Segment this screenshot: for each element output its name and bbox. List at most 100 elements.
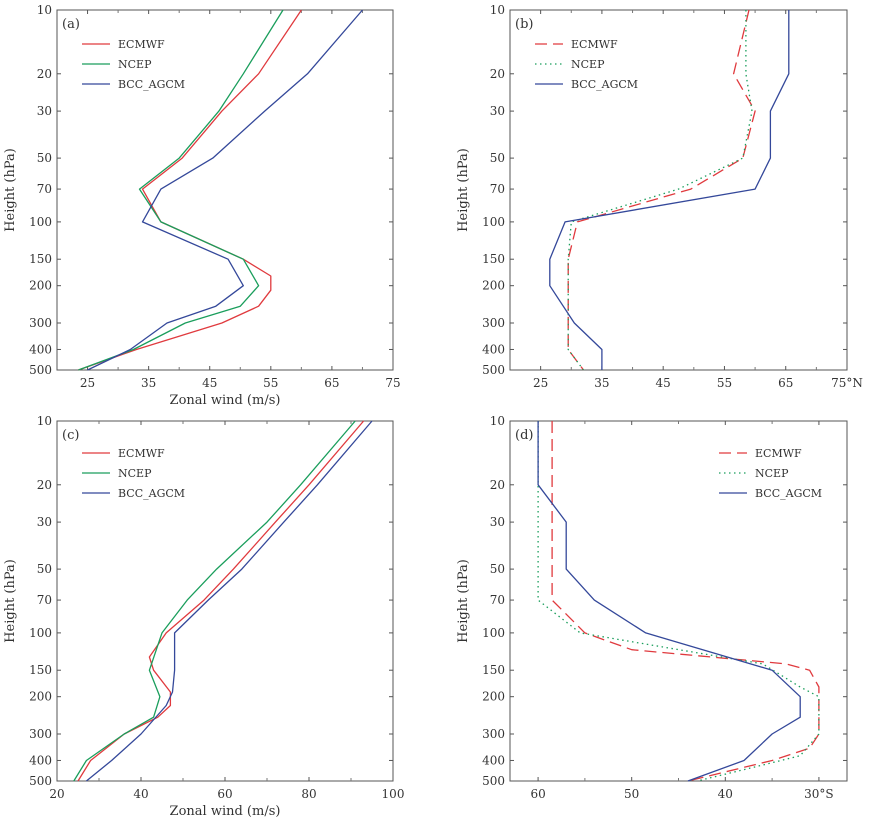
y-axis-title: Height (hPa) [456, 148, 471, 232]
y-tick-label: 30 [37, 104, 52, 118]
y-tick-label: 300 [29, 727, 52, 741]
panel-b: 10 20 30 50 70 100 150 200 300 400 500 25 35 45 55 65 75… [456, 3, 863, 390]
series-line-ecmwf [567, 9, 756, 371]
y-tick-label: 200 [29, 690, 52, 704]
x-tick-label: 30°S [804, 787, 834, 801]
legend-label: BCC_AGCM [571, 78, 638, 91]
x-tick-label: 20 [49, 787, 64, 801]
x-tick-label: 75°N [831, 376, 863, 390]
x-tick-label: 60 [530, 787, 545, 801]
y-tick-label: 500 [482, 363, 505, 377]
legend-label: BCC_AGCM [118, 78, 185, 91]
x-tick-label: 40 [133, 787, 148, 801]
series-line-ncep [78, 9, 284, 371]
y-tick-label: 500 [29, 774, 52, 788]
y-tick-label: 70 [490, 182, 505, 196]
x-tick-label: 65 [324, 376, 339, 390]
y-tick-label: 100 [482, 626, 505, 640]
y-tick-label: 500 [482, 774, 505, 788]
y-tick-label: 150 [482, 252, 505, 266]
legend-label: ECMWF [118, 447, 165, 460]
x-tick-label: 50 [624, 787, 639, 801]
series-line-ecmwf [551, 421, 820, 782]
y-tick-label: 30 [490, 515, 505, 529]
x-tick-label: 25 [533, 376, 548, 390]
x-tick-label: 100 [382, 787, 405, 801]
panel-d: 10 20 30 50 70 100 150 200 300 400 500 60 50 40 30°S He… [456, 414, 848, 801]
panel-label: (c) [62, 428, 79, 443]
series-line-bcc-agcm [549, 10, 790, 370]
panel-label: (d) [515, 428, 533, 443]
y-tick-label: 70 [37, 593, 52, 607]
y-axis-title: Height (hPa) [3, 148, 18, 232]
x-tick-label: 55 [717, 376, 732, 390]
y-axis-title: Height (hPa) [3, 559, 18, 643]
y-tick-label: 70 [490, 593, 505, 607]
x-tick-label: 65 [778, 376, 793, 390]
y-tick-label: 20 [37, 67, 52, 81]
legend: ECMWF NCEP BCC_AGCM [535, 38, 638, 91]
plot-frame [56, 9, 394, 371]
plot-frame [509, 9, 848, 371]
y-tick-label: 500 [29, 363, 52, 377]
y-tick-label: 50 [490, 151, 505, 165]
legend-label: BCC_AGCM [755, 487, 822, 500]
series-line-ecmwf [78, 9, 302, 371]
y-tick-label: 20 [37, 478, 52, 492]
y-tick-label: 200 [482, 279, 505, 293]
series-line-ncep [537, 421, 820, 782]
series-line-ncep [73, 420, 356, 782]
y-tick-label: 300 [482, 727, 505, 741]
y-tick-label: 200 [29, 279, 52, 293]
series-line-bcc-agcm [87, 9, 363, 371]
panel-label: (a) [62, 17, 80, 32]
x-axis-title: Zonal wind (m/s) [170, 393, 281, 408]
y-tick-label: 20 [490, 478, 505, 492]
x-tick-label: 75 [385, 376, 400, 390]
x-tick-label: 40 [718, 787, 733, 801]
y-tick-label: 50 [37, 562, 52, 576]
plot-frame [56, 420, 394, 782]
y-tick-label: 10 [490, 414, 505, 428]
plot-frame [509, 420, 848, 782]
x-axis-title: Zonal wind (m/s) [170, 804, 281, 819]
y-tick-label: 150 [29, 663, 52, 677]
series-line-bcc-agcm [537, 421, 801, 782]
y-tick-label: 400 [482, 342, 505, 356]
x-tick-label: 35 [594, 376, 609, 390]
legend-label: BCC_AGCM [118, 487, 185, 500]
y-tick-label: 100 [29, 626, 52, 640]
y-tick-label: 30 [37, 515, 52, 529]
y-tick-label: 400 [29, 342, 52, 356]
y-tick-label: 10 [37, 3, 52, 17]
x-tick-label: 35 [141, 376, 156, 390]
y-tick-label: 150 [29, 252, 52, 266]
x-tick-label: 80 [301, 787, 316, 801]
legend-label: NCEP [571, 58, 605, 71]
x-tick-label: 45 [202, 376, 217, 390]
y-tick-label: 50 [37, 151, 52, 165]
y-tick-label: 10 [37, 414, 52, 428]
legend: ECMWF NCEP BCC_AGCM [82, 447, 185, 500]
y-tick-label: 100 [29, 215, 52, 229]
y-tick-label: 30 [490, 104, 505, 118]
panel-label: (b) [515, 17, 533, 32]
legend-label: ECMWF [118, 38, 165, 51]
y-tick-label: 300 [29, 316, 52, 330]
y-tick-label: 100 [482, 215, 505, 229]
y-tick-label: 400 [482, 753, 505, 767]
legend: ECMWF NCEP BCC_AGCM [82, 38, 185, 91]
y-axis-title: Height (hPa) [456, 559, 471, 643]
y-tick-label: 200 [482, 690, 505, 704]
legend-label: ECMWF [755, 447, 802, 460]
legend-label: ECMWF [571, 38, 618, 51]
series-line-bcc-agcm [85, 420, 373, 782]
legend-label: NCEP [755, 467, 789, 480]
legend: ECMWF NCEP BCC_AGCM [719, 447, 822, 500]
y-tick-label: 70 [37, 182, 52, 196]
legend-label: NCEP [118, 58, 152, 71]
y-tick-label: 10 [490, 3, 505, 17]
y-tick-label: 20 [490, 67, 505, 81]
